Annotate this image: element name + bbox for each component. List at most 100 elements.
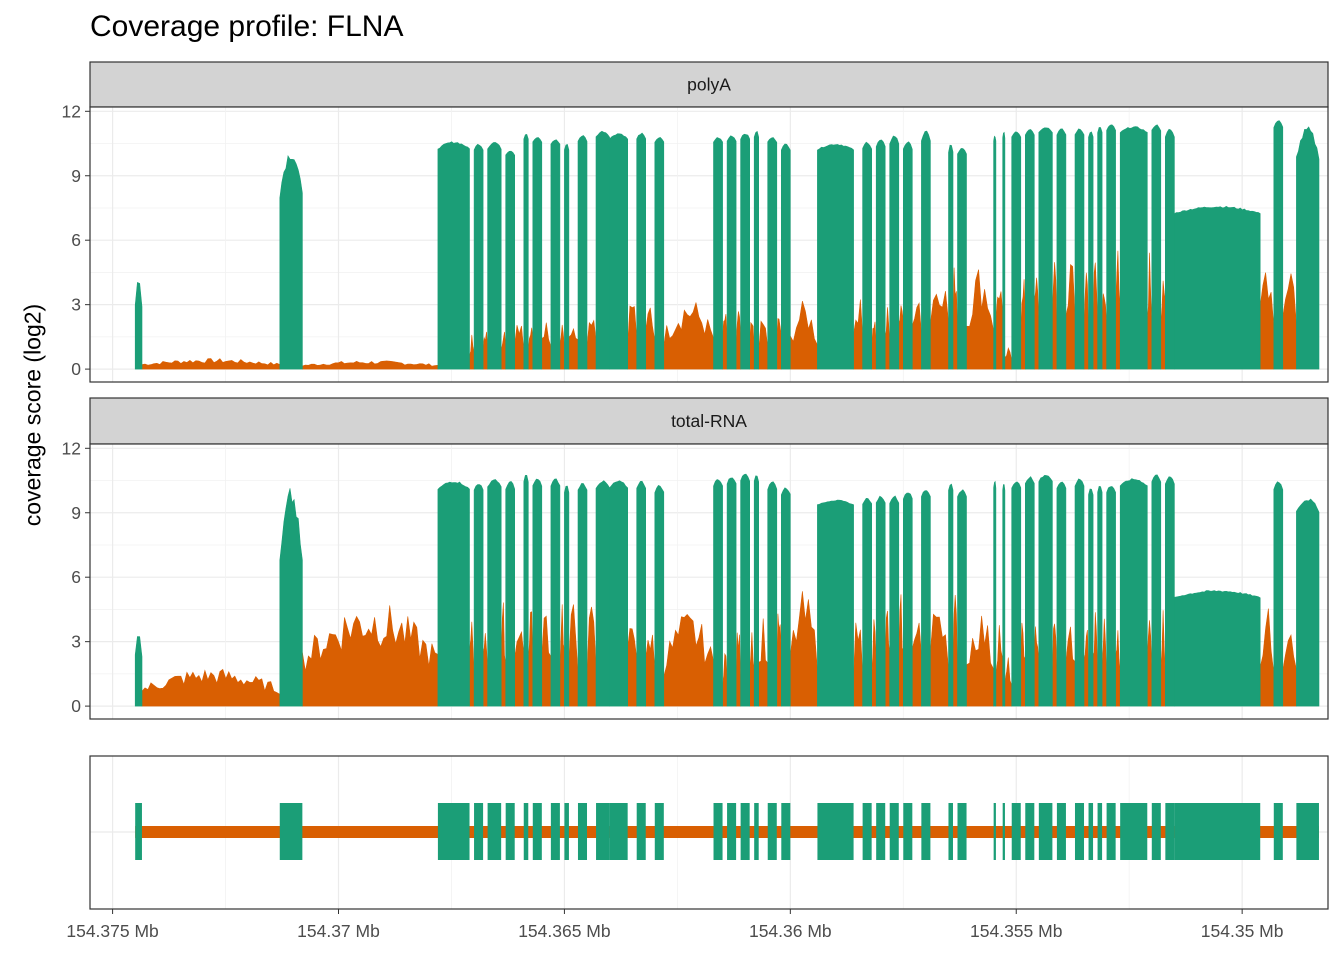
gene-exon-block xyxy=(1038,803,1053,860)
exon-coverage-area xyxy=(1011,131,1022,370)
gene-exon-block xyxy=(1025,803,1035,860)
gene-exon-block xyxy=(817,803,854,860)
gene-exon-block xyxy=(1165,803,1175,860)
gene-exon-block xyxy=(903,803,913,860)
exon-coverage-area xyxy=(1056,481,1067,707)
exon-coverage-area xyxy=(595,130,610,370)
exon-coverage-area xyxy=(903,492,913,707)
exon-coverage-area xyxy=(577,135,588,370)
exon-coverage-area xyxy=(1038,474,1053,707)
exon-coverage-area xyxy=(889,495,900,707)
exon-coverage-area xyxy=(862,497,872,707)
exon-coverage-area xyxy=(437,481,470,707)
exon-coverage-area xyxy=(948,144,954,370)
exon-coverage-area xyxy=(1106,486,1116,707)
gene-exon-block xyxy=(1056,803,1066,860)
gene-exon-block xyxy=(740,803,750,860)
panel-strip xyxy=(89,397,1329,445)
gene-exon-block xyxy=(727,803,737,860)
exon-coverage-area xyxy=(1074,478,1085,707)
exon-coverage-area xyxy=(1097,485,1103,707)
exon-coverage-area xyxy=(817,499,854,707)
y-tick-label: 12 xyxy=(62,101,81,121)
exon-coverage-area xyxy=(1106,124,1116,370)
exon-coverage-area xyxy=(654,137,665,370)
intron-coverage-area xyxy=(302,360,439,370)
y-tick-label: 3 xyxy=(71,632,81,652)
exon-coverage-area xyxy=(1088,131,1094,370)
exon-coverage-area xyxy=(550,139,561,370)
panel-strip-label: total-RNA xyxy=(671,411,747,431)
gene-exon-block xyxy=(889,803,899,860)
exon-coverage-area xyxy=(279,155,303,370)
exon-coverage-area xyxy=(1119,478,1148,707)
gene-exon-block xyxy=(523,803,529,860)
gene-exon-block xyxy=(921,803,931,860)
exon-coverage-area xyxy=(1151,474,1162,707)
intron-coverage-area xyxy=(141,358,281,370)
exon-coverage-area xyxy=(875,495,886,707)
x-tick-label: 154.365 Mb xyxy=(518,921,610,941)
intron-coverage-area xyxy=(749,321,755,370)
gene-exon-block xyxy=(1296,803,1319,860)
exon-coverage-area xyxy=(523,474,529,707)
exon-coverage-area xyxy=(1151,124,1162,370)
y-tick-label: 6 xyxy=(71,230,81,250)
x-tick-label: 154.375 Mb xyxy=(66,921,158,941)
y-tick-label: 9 xyxy=(71,166,81,186)
exon-coverage-area xyxy=(1011,481,1022,707)
gene-exon-block xyxy=(767,803,777,860)
y-tick-label: 0 xyxy=(71,359,81,379)
exon-coverage-area xyxy=(889,135,900,370)
exon-coverage-area xyxy=(1038,127,1053,370)
exon-coverage-area xyxy=(1097,127,1103,370)
exon-coverage-area xyxy=(487,479,502,707)
exon-coverage-area xyxy=(767,137,778,370)
exon-coverage-area xyxy=(957,489,967,707)
gene-exon-block xyxy=(1002,803,1005,860)
gene-exon-block xyxy=(636,803,646,860)
gene-exon-block xyxy=(532,803,542,860)
exon-coverage-area xyxy=(948,483,954,707)
exon-coverage-area xyxy=(1174,590,1261,707)
exon-coverage-area xyxy=(957,148,967,370)
gene-exon-block xyxy=(1273,803,1283,860)
exon-coverage-area xyxy=(1165,476,1175,707)
exon-coverage-area xyxy=(473,484,484,707)
exon-coverage-area xyxy=(1273,120,1284,370)
intron-coverage-area xyxy=(663,613,714,707)
exon-coverage-area xyxy=(609,133,628,370)
y-tick-label: 6 xyxy=(71,567,81,587)
exon-coverage-area xyxy=(487,142,502,370)
exon-coverage-area xyxy=(134,636,143,707)
x-tick-label: 154.35 Mb xyxy=(1201,921,1284,941)
exon-coverage-area xyxy=(740,473,750,707)
exon-coverage-area xyxy=(1088,488,1094,707)
exon-coverage-area xyxy=(726,477,737,707)
exon-coverage-area xyxy=(1165,128,1175,370)
gene-exon-block xyxy=(474,803,484,860)
gene-exon-block xyxy=(1120,803,1148,860)
gene-exon-block xyxy=(1011,803,1021,860)
gene-exon-block xyxy=(135,803,142,860)
exon-coverage-area xyxy=(753,475,759,707)
panel-border xyxy=(89,443,1329,720)
intron-coverage-area xyxy=(302,605,439,707)
exon-coverage-area xyxy=(1025,129,1035,370)
exon-coverage-area xyxy=(505,481,515,707)
exon-coverage-area xyxy=(875,139,886,370)
gene-exon-block xyxy=(654,803,664,860)
x-tick-label: 154.37 Mb xyxy=(297,921,380,941)
gene-exon-block xyxy=(1151,803,1161,860)
gene-exon-block xyxy=(1174,803,1261,860)
gene-exon-block xyxy=(279,803,303,860)
exon-coverage-area xyxy=(1056,128,1067,370)
exon-coverage-area xyxy=(1002,131,1006,370)
gene-exon-block xyxy=(609,803,628,860)
gene-track-border xyxy=(89,755,1329,910)
exon-coverage-area xyxy=(713,479,723,707)
y-tick-label: 0 xyxy=(71,696,81,716)
exon-coverage-area xyxy=(636,132,646,370)
gene-exon-block xyxy=(754,803,759,860)
